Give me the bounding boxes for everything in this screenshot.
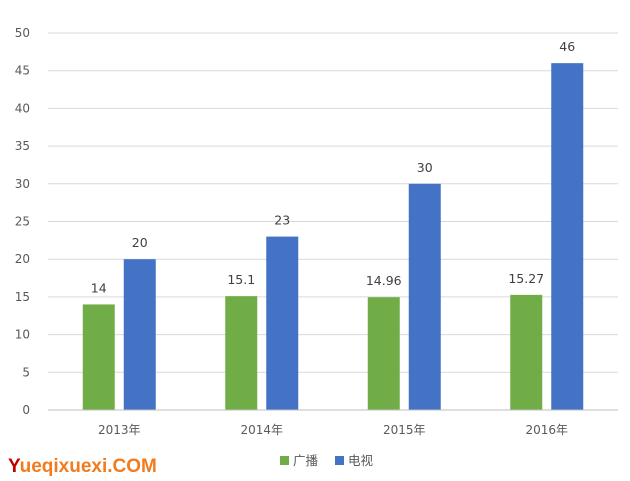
data-label: 20	[132, 235, 148, 250]
data-label: 46	[559, 39, 575, 54]
bar-tv	[408, 183, 441, 410]
y-tick-label: 45	[15, 64, 30, 78]
data-label: 30	[417, 160, 433, 175]
bar-tv	[123, 259, 156, 410]
x-tick-label: 2016年	[525, 423, 568, 437]
legend-swatch	[335, 456, 344, 465]
y-tick-label: 35	[15, 139, 30, 153]
x-axis: 2013年 2014年 2015年 2016年	[98, 423, 568, 437]
bar-tv	[266, 236, 299, 410]
x-tick-label: 2013年	[98, 423, 141, 437]
bar-radio	[367, 297, 400, 410]
y-axis: 0 5 10 15 20 25 30 35 40 45 50	[15, 26, 30, 417]
watermark-logo: Yueqixuexi.COM	[8, 456, 157, 477]
data-label: 23	[274, 213, 290, 228]
data-label: 14	[91, 280, 107, 295]
y-tick-label: 50	[15, 26, 30, 40]
y-tick-label: 5	[22, 365, 30, 379]
data-label: 15.1	[227, 272, 255, 287]
x-tick-label: 2015年	[383, 423, 426, 437]
bars	[82, 63, 584, 410]
x-tick-label: 2014年	[240, 423, 283, 437]
y-tick-label: 25	[15, 215, 30, 229]
y-tick-label: 40	[15, 101, 30, 115]
legend: 广播 电视	[280, 453, 374, 468]
legend-swatch	[280, 456, 289, 465]
y-tick-label: 10	[15, 328, 30, 342]
bar-tv	[551, 63, 584, 410]
data-label: 14.96	[366, 273, 402, 288]
y-tick-label: 30	[15, 177, 30, 191]
y-tick-label: 15	[15, 290, 30, 304]
bar-radio	[510, 294, 543, 410]
bar-radio	[82, 304, 115, 410]
y-tick-label: 0	[22, 403, 30, 417]
data-label: 15.27	[508, 271, 544, 286]
legend-label: 广播	[293, 453, 319, 468]
bar-radio	[225, 296, 258, 410]
data-labels: 14 20 15.1 23 14.96 30 15.27 46	[91, 39, 575, 295]
legend-label: 电视	[348, 453, 374, 468]
y-tick-label: 20	[15, 252, 30, 266]
